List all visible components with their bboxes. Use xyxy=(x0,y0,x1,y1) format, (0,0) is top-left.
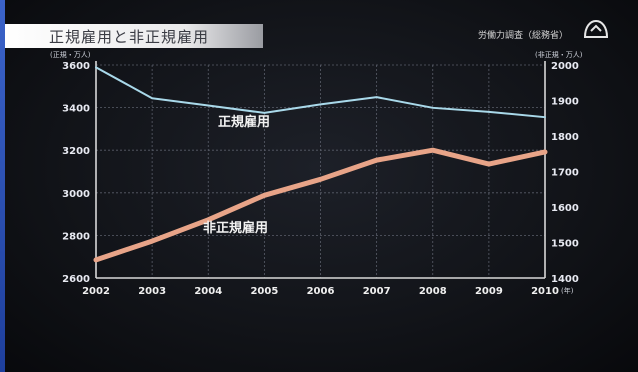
left-axis-tick-label: 3000 xyxy=(62,189,90,200)
x-axis-tick-label: 2004 xyxy=(194,286,222,297)
x-axis-unit: (年) xyxy=(561,286,574,295)
x-axis-tick-label: 2002 xyxy=(82,286,110,297)
left-axis-tick-label: 2600 xyxy=(62,274,90,285)
x-axis-tick-label: 2005 xyxy=(250,286,278,297)
right-axis-tick-label: 1800 xyxy=(551,132,579,143)
right-axis-tick-label: 1700 xyxy=(551,168,579,179)
x-axis-tick-label: 2007 xyxy=(363,286,391,297)
x-axis-tick-label: 2009 xyxy=(475,286,503,297)
left-edge-strip xyxy=(0,0,5,372)
x-axis-tick-label: 2010 xyxy=(531,286,559,297)
right-axis-tick-label: 1600 xyxy=(551,203,579,214)
right-axis-unit: (非正規・万人) xyxy=(535,50,583,59)
series-label-regular: 正規雇用 xyxy=(218,114,270,130)
right-axis-tick-label: 1900 xyxy=(551,97,579,108)
series-line-nonregular xyxy=(93,147,548,263)
right-axis-tick-label: 2000 xyxy=(551,61,579,72)
left-axis-tick-label: 3200 xyxy=(62,146,90,157)
series-line-regular xyxy=(95,66,546,119)
x-axis-tick-label: 2003 xyxy=(138,286,166,297)
right-axis-tick-label: 1400 xyxy=(551,274,579,285)
left-axis-unit: (正規・万人) xyxy=(50,50,91,59)
x-axis-tick-label: 2008 xyxy=(419,286,447,297)
broadcaster-logo-icon xyxy=(583,19,609,38)
source-caption: 労働力調査（総務省） xyxy=(477,31,568,41)
title-bar: 正規雇用と非正規雇用 xyxy=(5,24,263,48)
left-axis-tick-label: 3400 xyxy=(62,104,90,115)
series-label-nonregular: 非正規雇用 xyxy=(203,220,268,236)
page-title: 正規雇用と非正規雇用 xyxy=(49,28,210,46)
left-axis-tick-label: 3600 xyxy=(62,61,90,72)
left-axis-tick-label: 2800 xyxy=(62,231,90,242)
x-axis-tick-label: 2006 xyxy=(307,286,335,297)
right-axis-tick-label: 1500 xyxy=(551,239,579,250)
